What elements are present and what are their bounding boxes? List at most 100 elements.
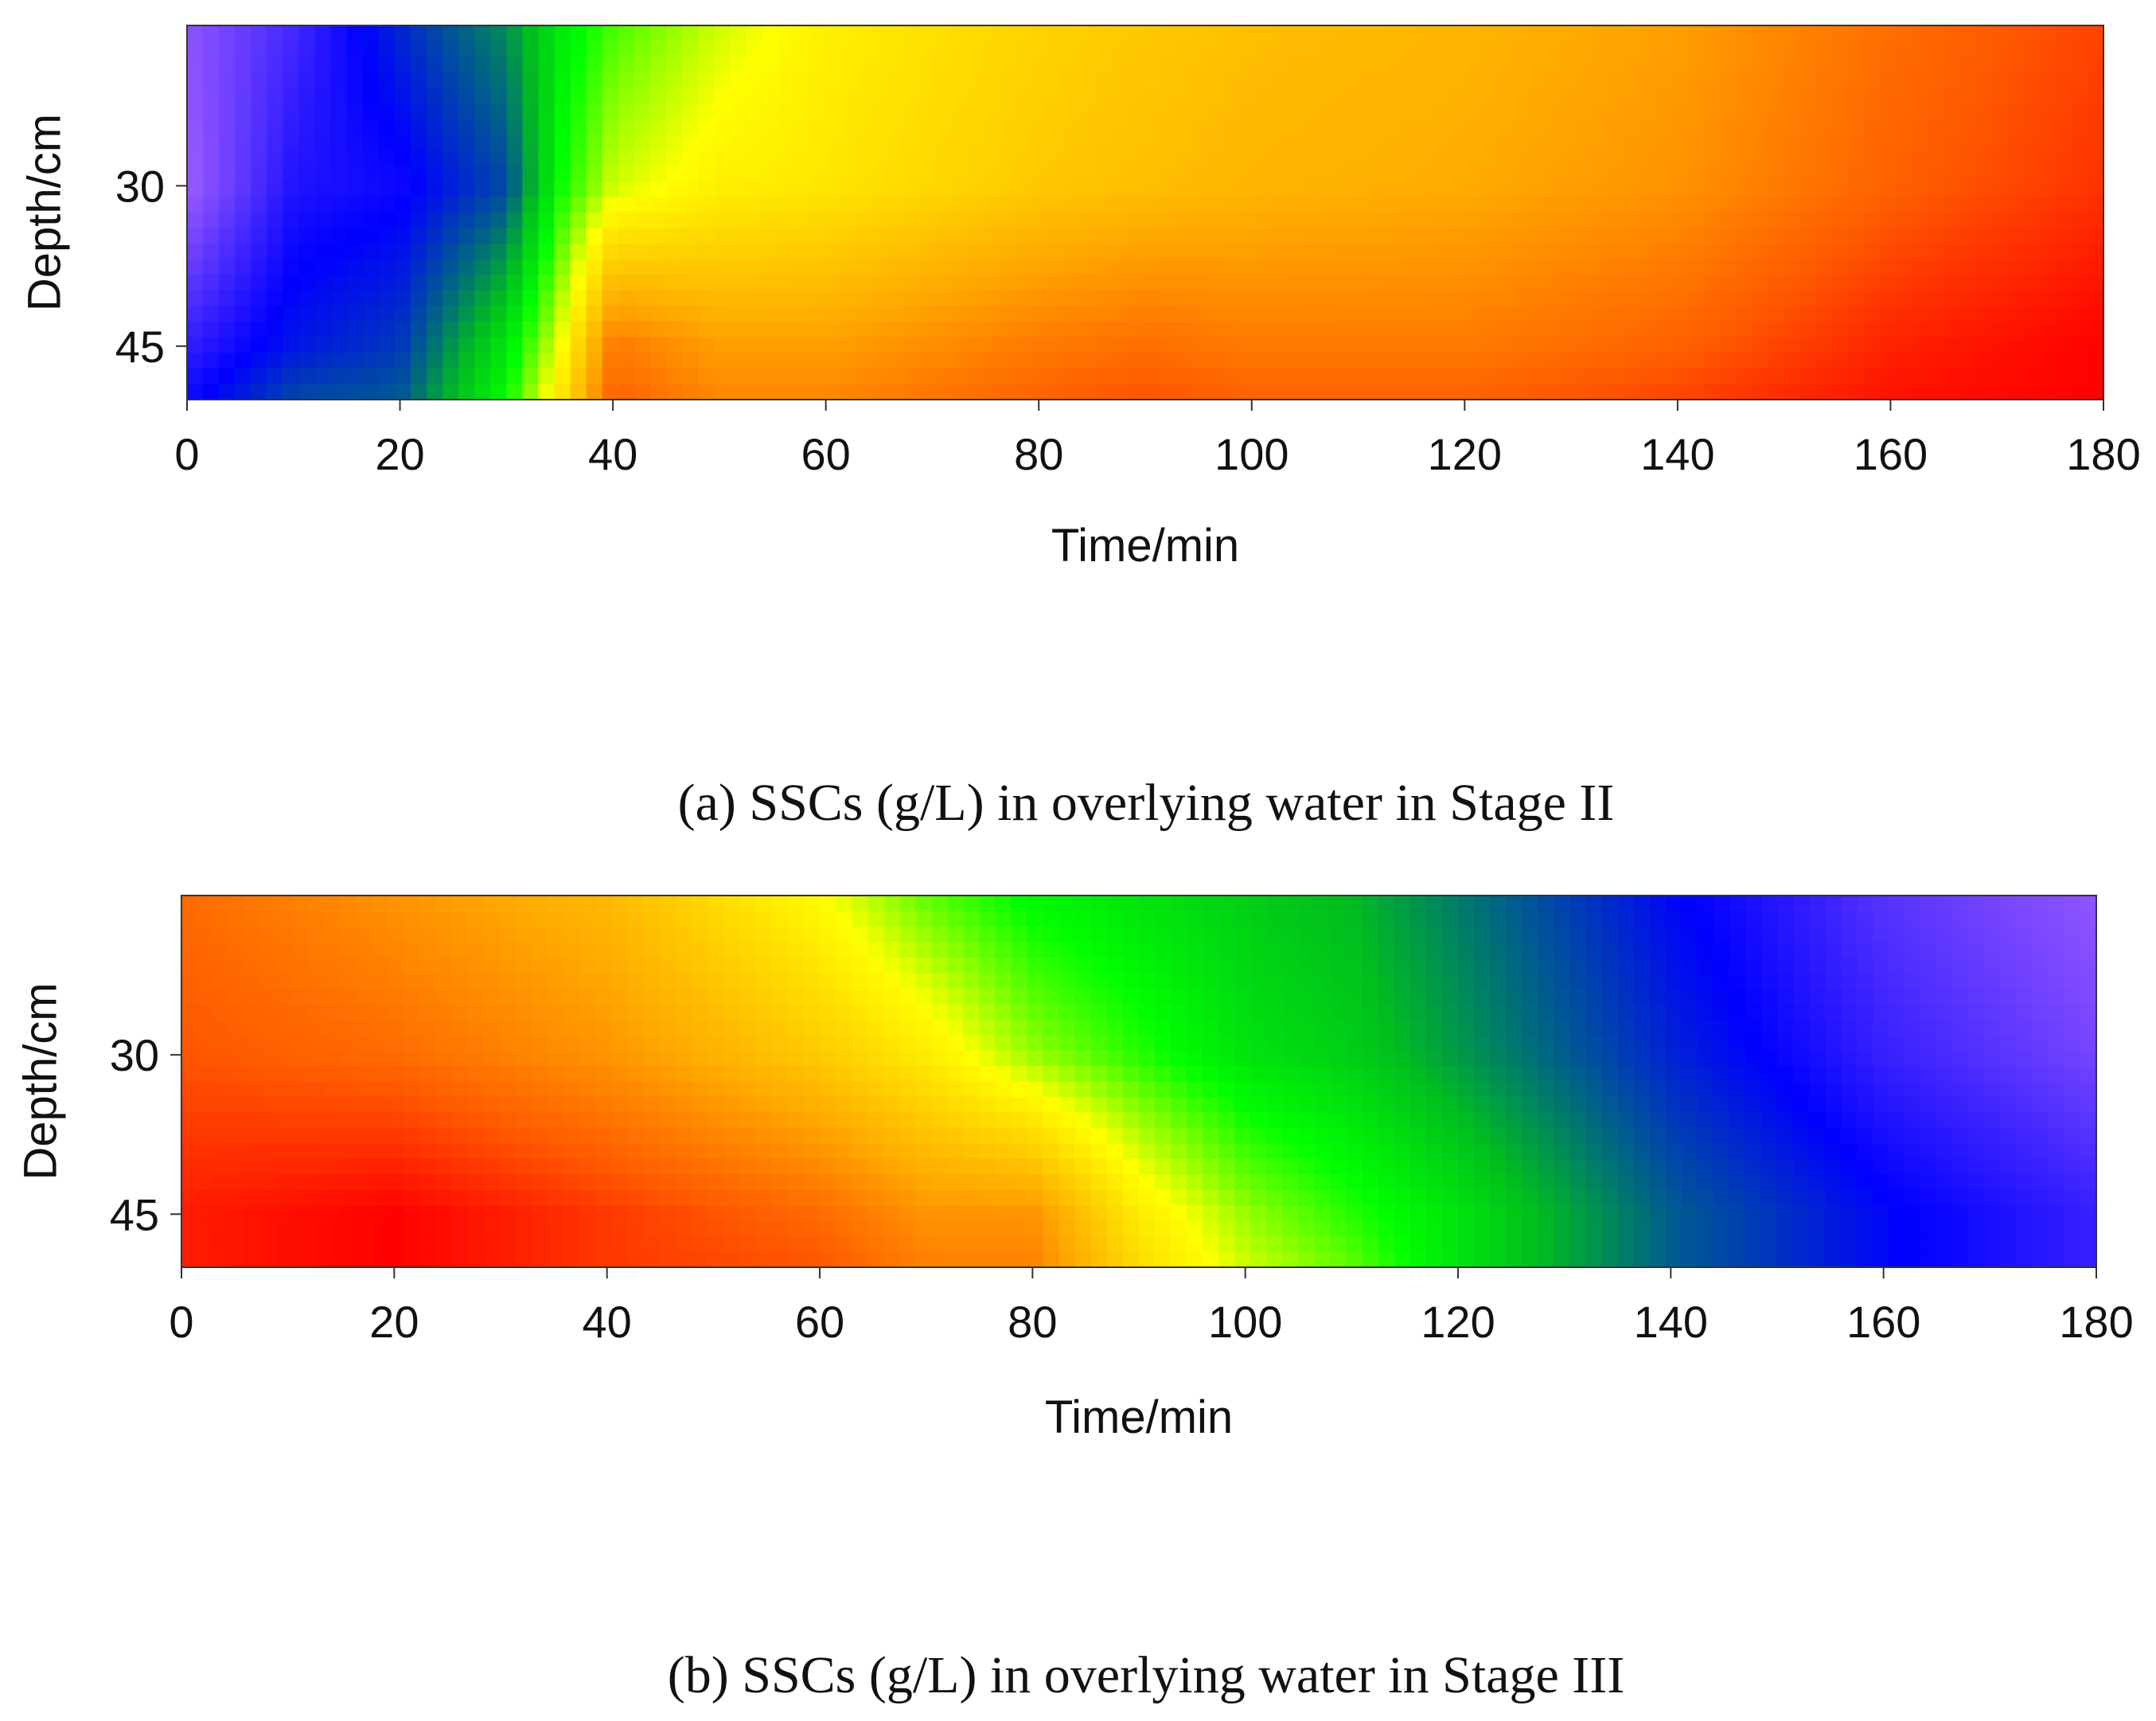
heatmap-cell	[634, 368, 651, 385]
heatmap-cell	[1314, 957, 1331, 974]
heatmap-cell	[2032, 1081, 2049, 1098]
heatmap-cell	[554, 119, 571, 135]
heatmap-cell	[1011, 1035, 1028, 1052]
heatmap-cell	[1225, 337, 1242, 354]
heatmap-cell	[341, 1035, 358, 1052]
heatmap-cell	[1464, 353, 1482, 369]
heatmap-cell	[1346, 1035, 1363, 1052]
heatmap-cell	[1624, 25, 1641, 42]
heatmap-cell	[1752, 213, 1769, 229]
heatmap-cell	[755, 973, 773, 989]
heatmap-cell	[501, 1127, 517, 1145]
heatmap-cell	[2039, 259, 2057, 276]
heatmap-cell	[506, 306, 524, 322]
heatmap-cell	[1656, 150, 1673, 167]
heatmap-cell	[1975, 259, 1993, 276]
heatmap-cell	[1257, 228, 1274, 244]
heatmap-cell	[1889, 973, 1906, 989]
heatmap-cell	[906, 213, 922, 229]
heatmap-cell	[1745, 896, 1762, 912]
heatmap-cell	[570, 150, 587, 167]
heatmap-cell	[883, 1127, 901, 1145]
heatmap-cell	[634, 275, 651, 291]
heatmap-cell	[1129, 244, 1146, 260]
heatmap-cell	[1049, 166, 1066, 182]
heatmap-cell	[1522, 1019, 1539, 1036]
heatmap-cell	[2048, 1112, 2065, 1129]
heatmap-cell	[394, 384, 411, 400]
heatmap-cell	[1968, 896, 1986, 912]
heatmap-cell	[1273, 322, 1290, 338]
heatmap-cell	[580, 1127, 598, 1145]
heatmap-cell	[1528, 135, 1546, 151]
heatmap-cell	[889, 72, 906, 89]
heatmap-cell	[1665, 926, 1682, 943]
heatmap-cell	[427, 368, 443, 385]
heatmap-cell	[2039, 244, 2057, 260]
heatmap-cell	[963, 926, 981, 943]
panel-a-y-axis-label: Depth/cm	[18, 114, 70, 311]
heatmap-cell	[1362, 1066, 1379, 1083]
heatmap-cell	[309, 1096, 326, 1114]
heatmap-cell	[1793, 1143, 1810, 1160]
heatmap-cell	[1065, 259, 1082, 276]
heatmap-cell	[1905, 1004, 1922, 1021]
heatmap-cell	[346, 259, 364, 276]
heatmap-cell	[458, 259, 475, 276]
heatmap-cell	[1592, 353, 1609, 369]
heatmap-cell	[995, 1096, 1012, 1114]
heatmap-cell	[1912, 88, 1929, 104]
heatmap-cell	[357, 988, 374, 1005]
heatmap-cell	[1768, 368, 1785, 385]
heatmap-cell	[857, 41, 875, 57]
heatmap-cell	[2007, 103, 2025, 120]
heatmap-cell	[739, 1081, 757, 1098]
heatmap-cell	[1250, 1035, 1268, 1052]
heatmap-cell	[1336, 275, 1354, 291]
heatmap-cell	[746, 244, 763, 260]
heatmap-cell	[676, 1004, 693, 1021]
heatmap-cell	[1799, 25, 1817, 42]
heatmap-cell	[1496, 25, 1514, 42]
heatmap-cell	[1831, 88, 1849, 104]
heatmap-cell	[1289, 197, 1306, 213]
heatmap-cell	[346, 384, 364, 400]
heatmap-cell	[883, 1112, 901, 1129]
heatmap-cell	[2087, 88, 2104, 104]
heatmap-cell	[394, 337, 411, 354]
heatmap-cell	[1608, 119, 1625, 135]
heatmap-cell	[1697, 1019, 1714, 1036]
heatmap-cell	[1171, 1112, 1187, 1129]
heatmap-cell	[931, 1050, 949, 1067]
heatmap-cell	[1049, 103, 1066, 120]
heatmap-cell	[867, 1143, 884, 1160]
heatmap-cell	[708, 1019, 725, 1036]
heatmap-cell	[1576, 228, 1593, 244]
heatmap-cell	[778, 57, 795, 73]
heatmap-cell	[570, 197, 587, 213]
heatmap-cell	[341, 1066, 358, 1083]
heatmap-cell	[985, 57, 1003, 73]
heatmap-cell	[1538, 1050, 1555, 1067]
heatmap-cell	[1177, 25, 1194, 42]
heatmap-cell	[618, 213, 635, 229]
heatmap-cell	[2087, 72, 2104, 89]
heatmap-cell	[2055, 197, 2072, 213]
heatmap-cell	[1920, 973, 1938, 989]
heatmap-cell	[628, 1143, 645, 1160]
heatmap-cell	[1873, 973, 1890, 989]
heatmap-cell	[2087, 322, 2104, 338]
heatmap-cell	[2016, 1112, 2033, 1129]
heatmap-cell	[730, 135, 747, 151]
heatmap-cell	[1640, 306, 1657, 322]
heatmap-cell	[963, 1127, 981, 1145]
heatmap-cell	[298, 228, 316, 244]
heatmap-cell	[314, 368, 332, 385]
heatmap-cell	[1074, 1081, 1092, 1098]
heatmap-cell	[596, 1066, 614, 1083]
heatmap-cell	[915, 1004, 933, 1021]
heatmap-cell	[1857, 1004, 1874, 1021]
heatmap-cell	[1506, 1096, 1522, 1114]
heatmap-cell	[618, 181, 635, 198]
heatmap-cell	[341, 957, 358, 974]
